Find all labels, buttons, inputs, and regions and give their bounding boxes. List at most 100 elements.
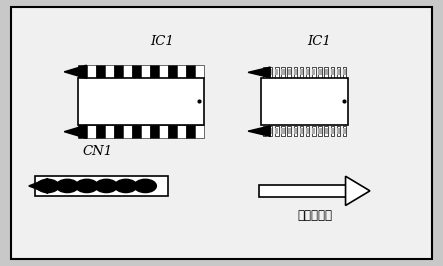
Bar [159, 125, 168, 138]
Bar [337, 128, 340, 134]
Text: IC1: IC1 [307, 35, 331, 48]
Polygon shape [64, 65, 86, 78]
Circle shape [95, 179, 117, 193]
Bar [343, 67, 346, 78]
Bar [306, 126, 309, 136]
Bar [330, 67, 334, 78]
Bar [269, 69, 272, 76]
Bar [123, 65, 132, 78]
Bar [259, 185, 346, 197]
Bar [343, 69, 346, 76]
Bar [312, 67, 315, 78]
Bar [269, 128, 272, 134]
Text: 过波峰方向: 过波峰方向 [297, 209, 332, 222]
Bar [177, 125, 186, 138]
Bar [312, 126, 315, 136]
Bar [275, 126, 279, 136]
Bar [331, 69, 334, 76]
Bar [343, 128, 346, 134]
Bar [306, 128, 309, 134]
Circle shape [56, 179, 78, 193]
Polygon shape [248, 126, 270, 136]
Bar [300, 69, 303, 76]
Bar [337, 69, 340, 76]
Bar [294, 128, 297, 134]
Bar [132, 65, 141, 78]
Bar [325, 69, 328, 76]
Bar [337, 126, 340, 136]
Bar [324, 67, 328, 78]
Bar [78, 65, 86, 78]
Bar [195, 65, 204, 78]
Bar [343, 126, 346, 136]
Bar [168, 125, 177, 138]
Bar [141, 65, 150, 78]
Bar [337, 67, 340, 78]
Bar [275, 67, 279, 78]
Circle shape [76, 179, 98, 193]
Bar [261, 78, 348, 125]
Bar [263, 126, 266, 136]
Bar [318, 126, 322, 136]
Bar [319, 128, 322, 134]
Bar [113, 125, 123, 138]
Bar [159, 65, 168, 78]
Bar [105, 65, 113, 78]
Bar [325, 128, 328, 134]
Bar [186, 125, 195, 138]
Polygon shape [29, 178, 48, 193]
Bar [281, 67, 285, 78]
Bar [263, 69, 266, 76]
Bar [263, 67, 266, 78]
Bar [330, 126, 334, 136]
Bar [123, 125, 132, 138]
Polygon shape [64, 125, 86, 138]
Circle shape [134, 179, 156, 193]
Bar [275, 128, 278, 134]
Bar [132, 125, 141, 138]
Bar [312, 69, 315, 76]
Circle shape [115, 179, 137, 193]
Polygon shape [248, 67, 270, 78]
Bar [331, 128, 334, 134]
Bar [300, 126, 303, 136]
Bar [186, 65, 195, 78]
Bar [306, 67, 309, 78]
Bar [78, 125, 86, 138]
Bar [300, 128, 303, 134]
Bar [288, 69, 291, 76]
Bar [141, 125, 150, 138]
Bar [324, 126, 328, 136]
Bar [318, 67, 322, 78]
Bar [281, 128, 284, 134]
Bar [281, 69, 284, 76]
Bar [150, 125, 159, 138]
Bar [275, 69, 278, 76]
Bar [86, 65, 96, 78]
Bar [35, 176, 168, 196]
Text: CN1: CN1 [82, 145, 113, 158]
Bar [294, 69, 297, 76]
Bar [105, 125, 113, 138]
Bar [96, 125, 105, 138]
Bar [306, 69, 309, 76]
Bar [312, 128, 315, 134]
Bar [294, 67, 297, 78]
Bar [281, 126, 285, 136]
Text: IC1: IC1 [150, 35, 174, 48]
Bar [177, 65, 186, 78]
Bar [319, 69, 322, 76]
Bar [150, 65, 159, 78]
Bar [294, 126, 297, 136]
Bar [168, 65, 177, 78]
Bar [288, 126, 291, 136]
Bar [78, 78, 204, 125]
Bar [288, 67, 291, 78]
Bar [195, 125, 204, 138]
Bar [288, 128, 291, 134]
Bar [269, 126, 272, 136]
Bar [96, 65, 105, 78]
Bar [113, 65, 123, 78]
Bar [263, 128, 266, 134]
Polygon shape [346, 176, 370, 206]
